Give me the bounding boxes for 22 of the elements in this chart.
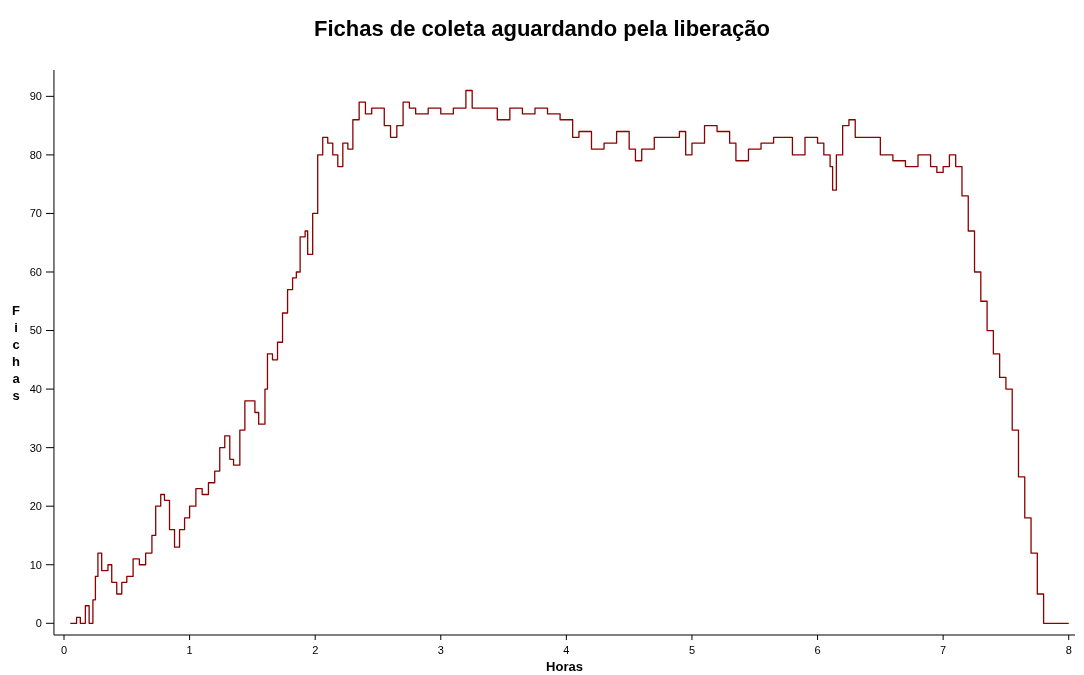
x-axis-title: Horas	[546, 659, 583, 674]
y-tick-label: 70	[29, 207, 42, 220]
y-tick-label: 30	[29, 441, 42, 454]
x-tick-label: 3	[437, 644, 444, 656]
chart-title: Fichas de coleta aguardando pela liberação	[313, 16, 771, 41]
y-tick-label: 40	[29, 382, 42, 395]
x-tick-label: 4	[563, 644, 570, 656]
x-tick-label: 2	[312, 644, 319, 656]
y-tick-label: 10	[29, 558, 42, 571]
y-tick-label: 90	[29, 90, 42, 103]
x-tick-label: 6	[814, 644, 821, 656]
y-tick-label: 20	[29, 500, 42, 513]
y-tick-label: 80	[29, 148, 42, 161]
x-tick-label: 7	[940, 644, 947, 656]
x-tick-label: 5	[688, 644, 696, 656]
y-tick-label: 60	[29, 265, 42, 278]
x-tick-label: 1	[186, 644, 193, 656]
x-tick-label: 0	[60, 644, 68, 656]
y-tick-label: 50	[29, 324, 42, 337]
x-tick-label: 8	[1065, 644, 1072, 656]
y-axis-title: Fichas	[12, 303, 21, 403]
y-tick-label: 0	[35, 617, 42, 630]
